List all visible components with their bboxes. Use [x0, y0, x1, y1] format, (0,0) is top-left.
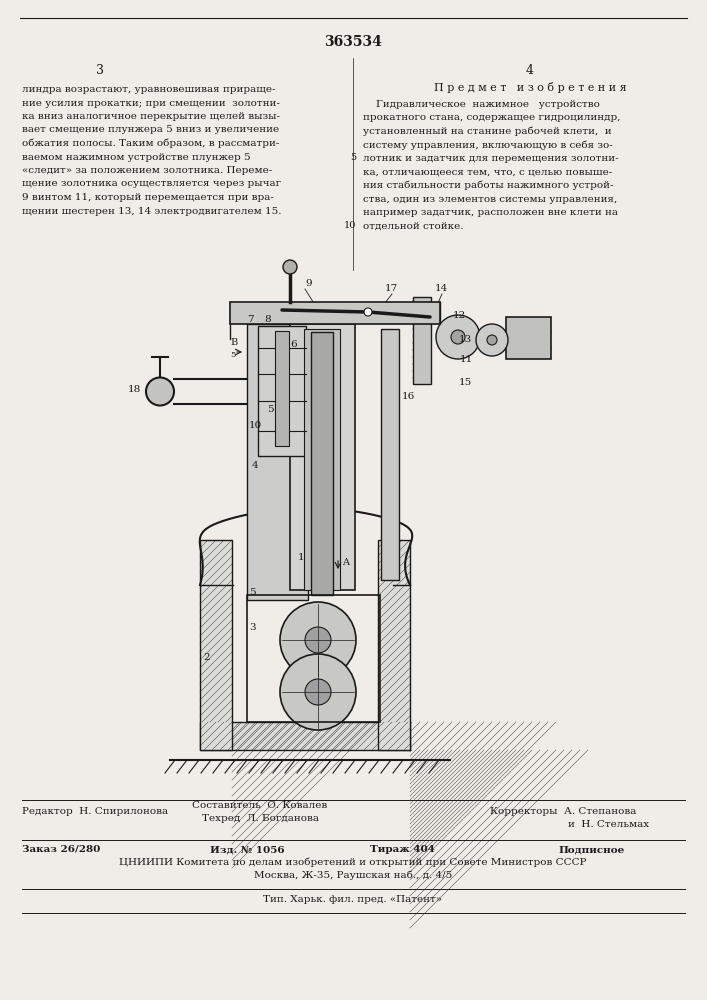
Text: ния стабильности работы нажимного устрой-: ния стабильности работы нажимного устрой… [363, 181, 614, 190]
Text: например задатчик, расположен вне клети на: например задатчик, расположен вне клети … [363, 208, 618, 217]
Text: щении шестерен 13, 14 электродвигателем 15.: щении шестерен 13, 14 электродвигателем … [22, 207, 281, 216]
Text: ка вниз аналогичное перекрытие щелей вызы-: ка вниз аналогичное перекрытие щелей выз… [22, 112, 280, 121]
Text: 5: 5 [249, 588, 256, 597]
Bar [378, 540, 410, 750]
Bar [230, 302, 440, 324]
Text: 6: 6 [290, 340, 297, 349]
Text: Москва, Ж-35, Раушская наб., д. 4/5: Москва, Ж-35, Раушская наб., д. 4/5 [254, 870, 452, 880]
Text: Гидравлическое  нажимное   устройство: Гидравлическое нажимное устройство [363, 100, 600, 109]
Circle shape [451, 330, 465, 344]
Text: ваемом нажимном устройстве плунжер 5: ваемом нажимном устройстве плунжер 5 [22, 152, 250, 161]
Bar [413, 297, 431, 384]
Text: установленный на станине рабочей клети,  и: установленный на станине рабочей клети, … [363, 127, 612, 136]
Text: 9 винтом 11, который перемещается при вра-: 9 винтом 11, который перемещается при вр… [22, 193, 274, 202]
Circle shape [305, 627, 331, 653]
Text: 10: 10 [344, 221, 356, 230]
Text: 5: 5 [267, 405, 274, 414]
Text: обжатия полосы. Таким образом, в рассматри-: обжатия полосы. Таким образом, в рассмат… [22, 139, 279, 148]
Text: систему управления, включающую в себя зо-: систему управления, включающую в себя зо… [363, 140, 613, 150]
Text: ства, один из элементов системы управления,: ства, один из элементов системы управлен… [363, 194, 617, 204]
Text: 3: 3 [96, 64, 104, 77]
Text: 11: 11 [460, 355, 473, 364]
Text: прокатного стана, содержащее гидроцилиндр,: прокатного стана, содержащее гидроцилинд… [363, 113, 621, 122]
Text: B: B [230, 338, 238, 347]
Bar [247, 595, 380, 722]
Text: 13: 13 [459, 335, 472, 344]
Text: 17: 17 [385, 284, 398, 293]
Text: Тираж 404: Тираж 404 [370, 845, 435, 854]
Text: 9: 9 [305, 279, 312, 288]
Text: 16: 16 [402, 392, 415, 401]
Text: и  Н. Стельмах: и Н. Стельмах [490, 820, 649, 829]
Circle shape [283, 260, 297, 274]
Text: 15: 15 [459, 378, 472, 387]
Text: 3: 3 [249, 623, 256, 632]
Text: 18: 18 [128, 384, 141, 393]
Text: Редактор  Н. Спирилонова: Редактор Н. Спирилонова [22, 807, 168, 816]
Text: Корректоры  А. Степанова: Корректоры А. Степанова [490, 807, 636, 816]
Bar [304, 329, 340, 590]
Bar [247, 324, 308, 600]
Text: Изд. № 1056: Изд. № 1056 [210, 845, 285, 854]
Bar [506, 317, 551, 359]
Text: A: A [342, 558, 349, 567]
Text: 10: 10 [249, 421, 262, 430]
Circle shape [476, 324, 508, 356]
Circle shape [280, 602, 356, 678]
Bar [381, 329, 399, 580]
Text: 5: 5 [350, 153, 356, 162]
Bar [290, 324, 355, 590]
Text: отдельной стойке.: отдельной стойке. [363, 222, 464, 231]
Text: 4: 4 [252, 461, 259, 470]
Text: ЦНИИПИ Комитета по делам изобретений и открытий при Совете Министров СССР: ЦНИИПИ Комитета по делам изобретений и о… [119, 857, 587, 867]
Bar [258, 326, 306, 456]
Text: лотник и задатчик для перемещения золотни-: лотник и задатчик для перемещения золотн… [363, 154, 619, 163]
Circle shape [280, 654, 356, 730]
Text: Заказ 26/280: Заказ 26/280 [22, 845, 100, 854]
Text: П р е д м е т   и з о б р е т е н и я: П р е д м е т и з о б р е т е н и я [433, 82, 626, 93]
Text: Подписное: Подписное [558, 845, 624, 854]
Text: 12: 12 [453, 311, 466, 320]
Bar [275, 331, 289, 446]
Circle shape [436, 315, 480, 359]
Text: 8: 8 [264, 315, 271, 324]
Text: 7: 7 [247, 315, 254, 324]
Text: Техред  Л. Богданова: Техред Л. Богданова [201, 814, 318, 823]
Text: линдра возрастают, уравновешивая прираще-: линдра возрастают, уравновешивая прираще… [22, 85, 276, 94]
Text: 2: 2 [203, 653, 209, 662]
Bar [200, 722, 410, 750]
Text: 14: 14 [435, 284, 448, 293]
Text: Тип. Харьк. фил. пред. «Патент»: Тип. Харьк. фил. пред. «Патент» [264, 895, 443, 904]
Text: 1: 1 [298, 553, 305, 562]
Text: вает смещение плунжера 5 вниз и увеличение: вает смещение плунжера 5 вниз и увеличен… [22, 125, 279, 134]
Text: ние усилия прокатки; при смещении  золотни-: ние усилия прокатки; при смещении золотн… [22, 99, 280, 107]
Text: 5: 5 [230, 351, 235, 359]
Bar [311, 332, 333, 595]
Text: «следит» за положением золотника. Переме-: «следит» за положением золотника. Переме… [22, 166, 272, 175]
Text: щение золотника осуществляется через рычаг: щение золотника осуществляется через рыч… [22, 180, 281, 188]
Text: Составитель  О. Ковалев: Составитель О. Ковалев [192, 801, 327, 810]
Text: 4: 4 [526, 64, 534, 77]
Circle shape [364, 308, 372, 316]
Circle shape [487, 335, 497, 345]
Text: ка, отличающееся тем, что, с целью повыше-: ка, отличающееся тем, что, с целью повыш… [363, 167, 612, 176]
Text: 363534: 363534 [324, 35, 382, 49]
Circle shape [305, 679, 331, 705]
Bar [200, 540, 232, 750]
Circle shape [146, 377, 174, 406]
